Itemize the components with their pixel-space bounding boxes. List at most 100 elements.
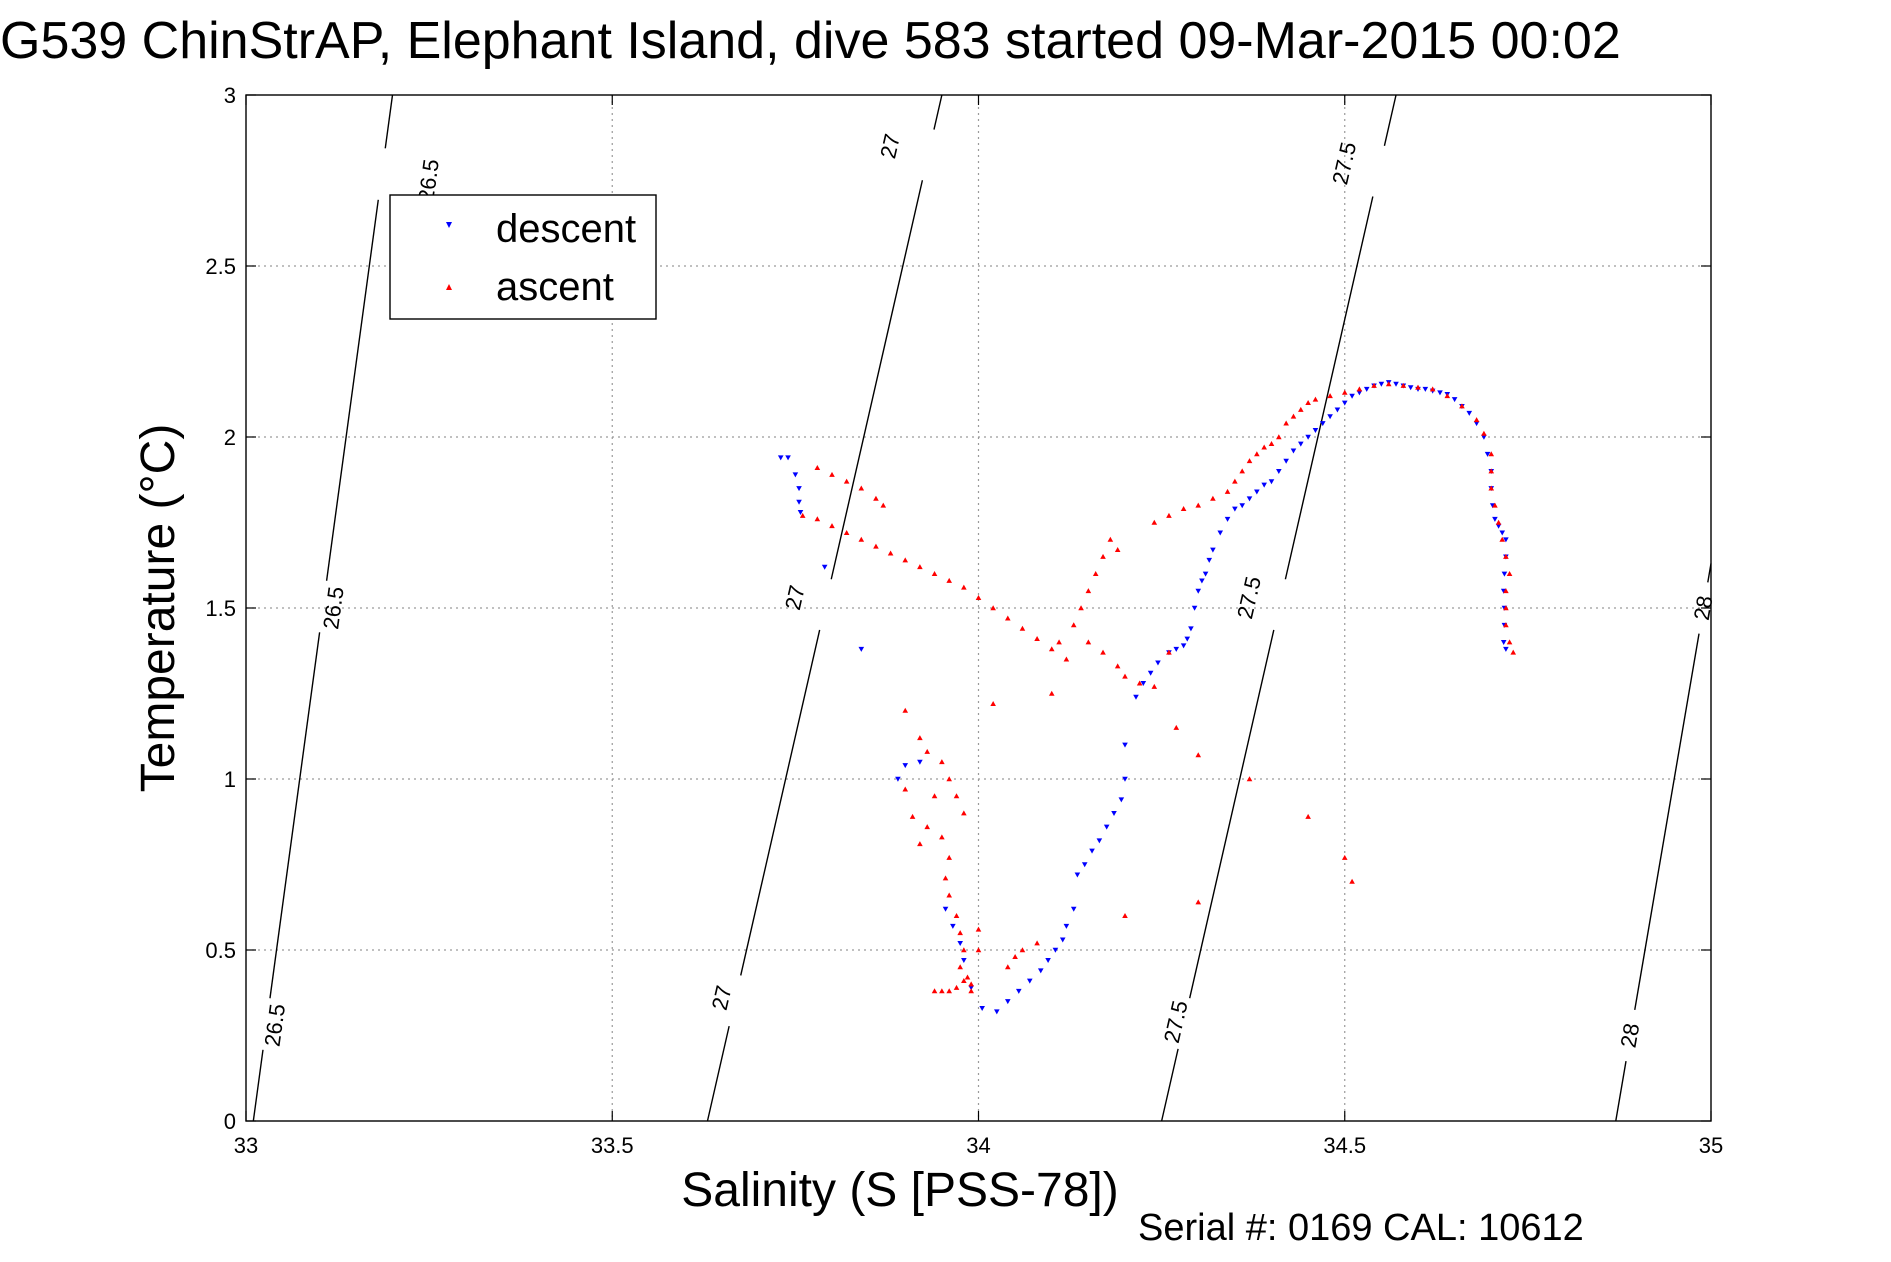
descent-point [1140,681,1147,687]
descent-point [1206,557,1213,563]
descent-point [950,923,956,929]
ascent-point [1232,478,1238,484]
ascent-point [1070,622,1077,628]
descent-point [1195,588,1202,594]
ascent-point [829,471,835,477]
ascent-point [1349,878,1355,884]
ascent-point [917,564,923,570]
ascent-point [1341,854,1348,860]
descent-point [1341,400,1348,406]
descent-point [1059,937,1066,943]
descent-point [1089,848,1095,854]
descent-point [957,940,963,946]
ascent-point [1195,502,1202,508]
ascent-point [1092,571,1099,576]
ascent-point [1246,776,1253,782]
descent-point [1015,988,1022,994]
descent-point [1239,503,1245,509]
contour-segment [384,94,394,149]
x-axis-label: Salinity (S [PSS-78]) [681,1164,1118,1217]
ascent-point [1327,393,1333,399]
ascent-point [1488,451,1495,457]
descent-point [1407,385,1414,391]
ascent-point [917,735,923,741]
ascent-point [975,947,982,953]
ascent-point [1246,458,1253,464]
ascent-point [1312,396,1319,402]
descent-point [1133,694,1139,700]
ascent-point [1298,406,1304,412]
contour-segment [1383,94,1397,146]
ascent-point [909,813,916,819]
ascent-point [1224,488,1231,494]
ascent-point [1400,382,1407,388]
descent-point [979,1005,985,1011]
ascent-point [1019,625,1026,631]
ascent-point [946,577,952,583]
contour-segment [933,94,943,130]
contour-segment [252,1049,264,1122]
descent-point [1103,824,1110,830]
contour-segment [1615,1061,1627,1122]
descent-point [1290,448,1297,454]
ascent-point [1239,468,1245,474]
ascent-point [858,536,865,542]
descent-point [1319,421,1326,427]
descent-point [1349,393,1355,399]
contour-label: 27 [780,583,810,612]
ascent-point [1503,553,1509,559]
descent-point [1070,906,1077,912]
ascent-point [1210,495,1216,501]
descent-point [1074,872,1081,878]
contour-label: 28 [1616,1021,1645,1049]
y-axis-label: Temperature (°C) [132,424,185,793]
ascent-point [1019,947,1026,953]
descent-point [1356,390,1363,396]
ascent-point [1503,605,1509,611]
ascent-point [1305,400,1311,405]
descent-point [1283,458,1289,464]
legend-ascent-glyph [446,284,452,290]
ascent-point [1488,485,1495,491]
ascent-point [880,502,887,508]
serial-cal-footer: Serial #: 0169 CAL: 10612 [1138,1207,1584,1249]
ascent-point [939,759,945,765]
descent-point [1276,469,1282,474]
descent-point [1081,862,1088,868]
descent-point [1422,386,1429,392]
ascent-point [1048,690,1055,696]
ascent-point [1034,635,1040,641]
ascent-point [946,854,952,860]
descent-point [917,759,923,765]
ascent-point [902,786,909,792]
ascent-point [799,512,806,518]
ascent-point [1276,434,1282,440]
descent-point [1052,947,1059,953]
descent-point [796,499,802,505]
descent-point [858,646,865,652]
contour-27: 27 27 27 [707,94,943,1122]
descent-point [994,1009,1000,1015]
descent-point [1484,451,1491,457]
ascent-point [953,913,960,918]
legend-descent-marker [446,222,452,228]
ascent-point [1492,502,1498,508]
ascent-point [975,926,982,932]
descent-point [1481,434,1487,440]
ascent-point [1305,813,1311,819]
descent-point [1118,797,1125,803]
ascent-point [1136,680,1143,686]
y-tick-label: 3 [224,83,236,108]
descent-point [1268,479,1275,485]
y-tick-label: 0.5 [205,938,236,963]
descent-point [1499,530,1506,536]
ascent-point [957,930,963,936]
chart-title: G539 ChinStrAP, Elephant Island, dive 58… [0,12,1621,70]
ascent-point [1429,386,1436,392]
descent-point [1254,489,1260,495]
descent-point [1122,742,1128,748]
ascent-point [931,571,938,576]
ascent-point [1063,656,1070,662]
ascent-point [1034,940,1040,946]
